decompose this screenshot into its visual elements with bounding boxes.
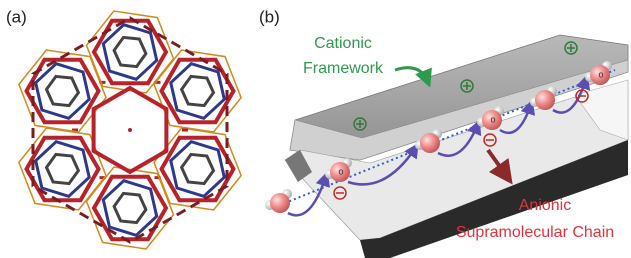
oxygen (420, 133, 440, 153)
ring (182, 154, 214, 183)
panel-label: (b) (259, 7, 280, 26)
ring (47, 76, 79, 105)
guest (128, 128, 132, 132)
ring (171, 64, 225, 119)
framework-structure (19, 11, 241, 249)
panel-label: (a) (6, 7, 27, 26)
ring (171, 142, 225, 197)
page: o o o (a) (b) Cationic Framework Anionic S… (0, 0, 631, 258)
ring (182, 76, 214, 105)
ring (114, 37, 146, 66)
atom-label: o (338, 166, 343, 176)
ring (36, 142, 89, 197)
atom-label: o (598, 69, 603, 79)
oxygen (270, 193, 290, 213)
ring (103, 181, 156, 236)
ring (103, 25, 156, 80)
framework-label: Cationic (314, 35, 372, 52)
chain-label: Supramolecular Chain (456, 224, 614, 241)
ring (36, 64, 89, 119)
ring (47, 154, 79, 183)
framework-label: Framework (303, 60, 384, 77)
atom-label: o (490, 114, 495, 124)
oxygen (535, 90, 555, 110)
ring (114, 193, 146, 222)
figure: o o o (a) (b) Cationic Framework Anionic S… (0, 0, 631, 258)
chain-label: Anionic (519, 197, 571, 214)
